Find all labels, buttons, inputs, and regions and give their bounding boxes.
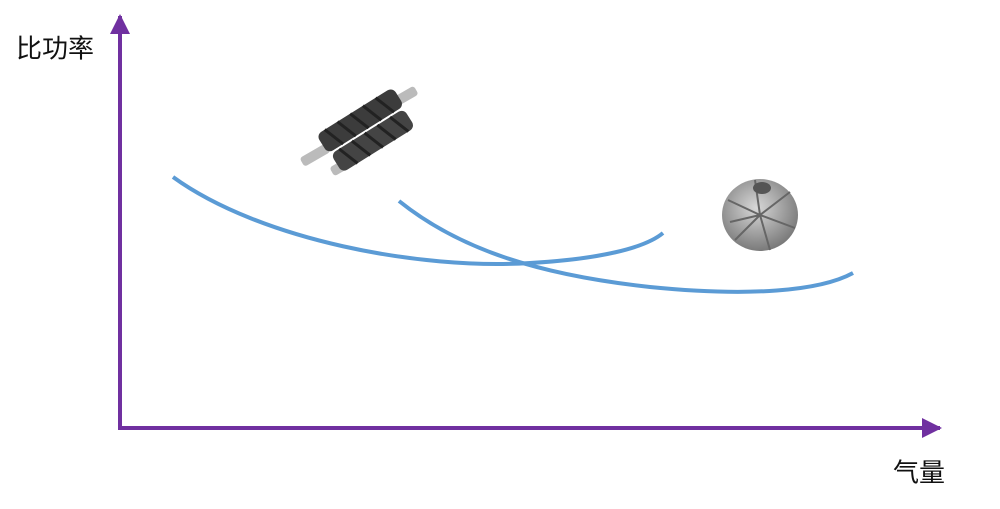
y-axis-label: 比功率: [16, 35, 94, 65]
screw-rotor-image: [300, 86, 418, 176]
centrifugal-curve: [397, 199, 854, 294]
impeller-image: [722, 179, 798, 251]
screw-curve: [171, 175, 665, 266]
x-axis-label: 气量: [893, 459, 945, 489]
